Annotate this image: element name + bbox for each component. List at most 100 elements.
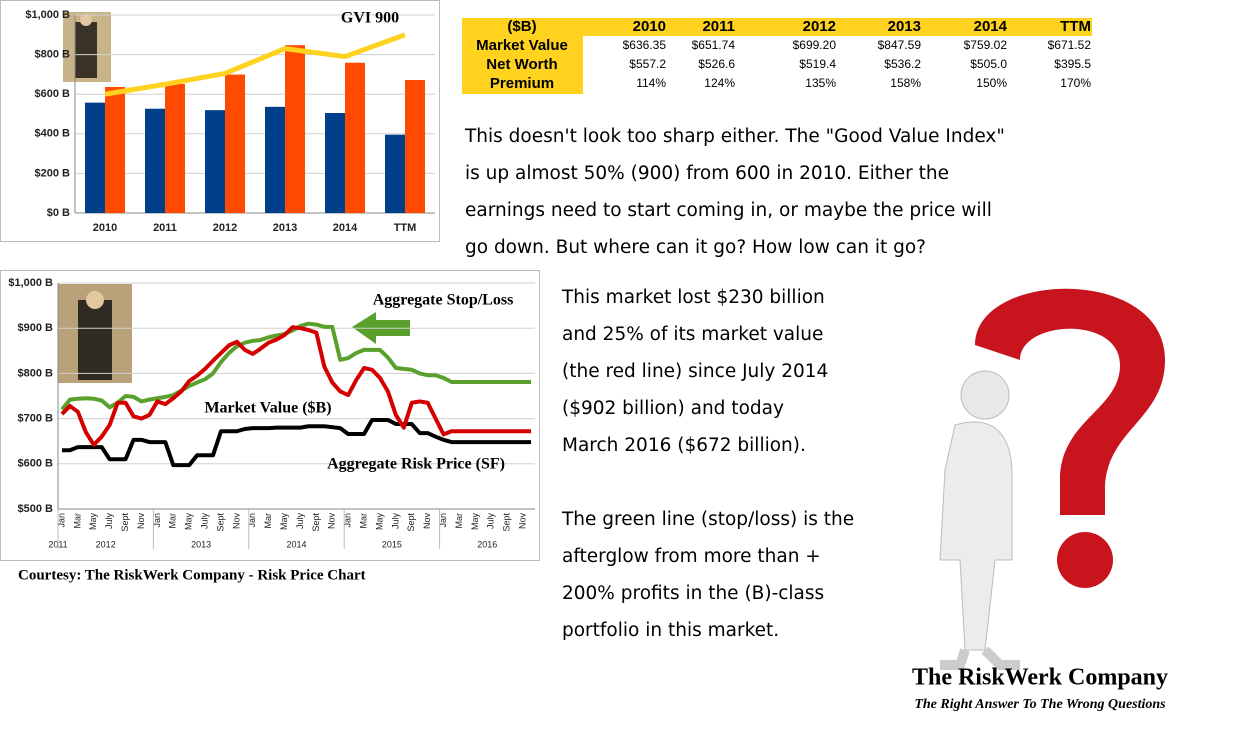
x-tick-label: Sept [311, 513, 321, 532]
table-cell: 124% [704, 76, 735, 90]
paragraph-line: go down. But where can it go? How low ca… [465, 237, 926, 258]
portrait-thumbnail [63, 12, 111, 82]
y-tick-label: $400 B [35, 128, 71, 140]
table-row-label: Premium [490, 75, 554, 92]
paragraph-line: This market lost $230 billion [561, 287, 825, 308]
y-tick-label: $600 B [35, 88, 71, 100]
x-tick-label: Jan [56, 513, 66, 528]
annotation: Market Value ($B) [204, 400, 331, 417]
x-tick-label: Nov [517, 513, 527, 530]
x-tick-label: July [486, 513, 496, 530]
table-header-cell: ($B) [507, 18, 536, 35]
bar [105, 87, 125, 213]
y-tick-label: $800 B [35, 49, 71, 61]
paragraph-line: This doesn't look too sharp either. The … [464, 126, 1005, 147]
bar [405, 80, 425, 214]
y-tick-label: $800 B [18, 367, 54, 379]
bar [345, 62, 365, 214]
paragraph-line: March 2016 ($672 billion). [562, 435, 806, 456]
line-series [60, 325, 532, 447]
bar [225, 74, 245, 213]
x-tick-label: July [390, 513, 400, 530]
x-tick-label: 2011 [153, 222, 177, 234]
table-cell: 170% [1060, 76, 1091, 90]
y-tick-label: $600 B [18, 458, 54, 470]
x-tick-label: July [104, 513, 114, 530]
y-tick-label: $200 B [35, 167, 71, 179]
x-tick-label: Nov [422, 513, 432, 530]
x-tick-label: TTM [394, 222, 417, 234]
y-tick-label: $1,000 B [8, 277, 53, 289]
bar [325, 113, 345, 213]
paragraph-line: (the red line) since July 2014 [562, 361, 828, 382]
x-tick-label: Jan [438, 513, 448, 528]
x-group-label: 2013 [191, 539, 211, 549]
y-tick-label: $0 B [47, 207, 70, 219]
x-tick-label: May [88, 513, 98, 531]
x-tick-label: Mar [358, 513, 368, 529]
table-cell: $671.52 [1048, 38, 1092, 52]
x-tick-label: May [184, 513, 194, 531]
x-tick-label: Mar [72, 513, 82, 529]
table-header-cell: 2013 [888, 18, 921, 35]
table-header-cell: 2011 [702, 18, 735, 35]
table-cell: 150% [976, 76, 1007, 90]
x-tick-label: 2013 [273, 222, 297, 234]
y-tick-label: $1,000 B [25, 9, 70, 21]
x-tick-label: Jan [247, 513, 257, 528]
x-tick-label: July [295, 513, 305, 530]
annotation: Aggregate Stop/Loss [373, 292, 514, 309]
x-tick-label: 2010 [93, 222, 117, 234]
paragraph-line: ($902 billion) and today [562, 398, 784, 419]
table-cell: 158% [890, 76, 921, 90]
table-header-cell: 2014 [974, 18, 1008, 35]
table-cell: $557.2 [629, 57, 666, 71]
bar [385, 134, 405, 213]
table-cell: $505.0 [970, 57, 1007, 71]
table-cell: $526.6 [698, 57, 735, 71]
table-cell: $395.5 [1054, 57, 1091, 71]
paragraph-line: earnings need to start coming in, or may… [465, 200, 992, 221]
bar [145, 108, 165, 213]
annotation: Aggregate Risk Price (SF) [327, 456, 505, 473]
x-tick-label: Nov [327, 513, 337, 530]
table-cell: $651.74 [692, 38, 736, 52]
logo-tagline: The Right Answer To The Wrong Questions [914, 697, 1166, 712]
table-cell: $636.35 [623, 38, 667, 52]
x-tick-label: May [374, 513, 384, 531]
table-header-bg [462, 18, 1092, 36]
x-group-label: 2014 [286, 539, 306, 549]
table-label-bg [462, 36, 583, 94]
table-row-label: Net Worth [486, 56, 557, 73]
x-tick-label: 2012 [213, 222, 237, 234]
table-cell: $536.2 [884, 57, 921, 71]
x-tick-label: Mar [263, 513, 273, 529]
bar [85, 102, 105, 213]
x-group-label: 2012 [96, 539, 116, 549]
x-tick-label: Sept [215, 513, 225, 532]
paragraph-line: The green line (stop/loss) is the [561, 509, 854, 530]
x-tick-label: Sept [502, 513, 512, 532]
y-tick-label: $500 B [18, 503, 54, 515]
line-series [61, 417, 532, 468]
paragraph-line: portfolio in this market. [562, 620, 779, 641]
annotation: GVI 900 [341, 10, 399, 27]
table-cell: 135% [805, 76, 836, 90]
y-tick-label: $900 B [18, 322, 54, 334]
x-tick-label: Jan [152, 513, 162, 528]
x-tick-label: Nov [136, 513, 146, 530]
table-cell: $519.4 [799, 57, 836, 71]
paragraph-line: and 25% of its market value [562, 324, 823, 345]
x-tick-label: Mar [454, 513, 464, 529]
table-cell: 114% [636, 76, 666, 90]
table-header-cell: 2012 [803, 18, 836, 35]
paragraph-line: afterglow from more than + [562, 546, 821, 567]
x-tick-label: May [470, 513, 480, 531]
bar [205, 110, 225, 213]
chart-caption: Courtesy: The RiskWerk Company - Risk Pr… [18, 567, 366, 583]
bar [265, 106, 285, 213]
x-tick-label: Nov [231, 513, 241, 530]
x-group-label: 2016 [477, 539, 497, 549]
paragraph-line: 200% profits in the (B)-class [562, 583, 824, 604]
